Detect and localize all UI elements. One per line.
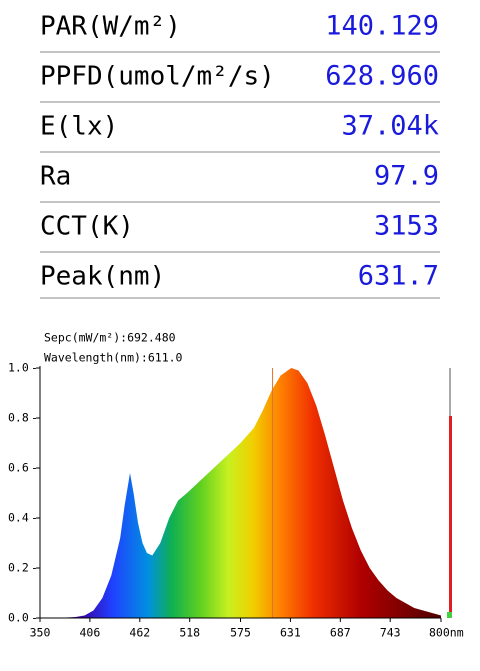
row-label: PAR(W/m²) (40, 12, 181, 42)
y-tick-dash: - (31, 611, 38, 625)
annotation: Sepc(mW/m²):692.480 (44, 331, 176, 345)
x-tick-label: 406 (80, 626, 101, 640)
row-label: E(lx) (40, 112, 118, 142)
level-bar (449, 416, 452, 612)
row-value: 97.9 (374, 161, 439, 192)
row-label: PPFD(umol/m²/s) (40, 62, 275, 92)
x-tick-label: 462 (129, 626, 150, 640)
y-tick-label: 0.8 (8, 411, 29, 425)
row-label: CCT(K) (40, 212, 134, 242)
spectrum-chart: 0.0 -0.2 -0.4 -0.6 -0.8 -1.0 -350 406 462 518 575 6… (8, 331, 464, 640)
row-label: Peak(nm) (40, 262, 165, 292)
y-tick-label: 0.0 (8, 611, 29, 625)
x-tick-label: 518 (179, 626, 200, 640)
y-tick-dash: - (31, 361, 38, 375)
x-tick-label: 350 (30, 626, 51, 640)
measurement-table: PAR(W/m²) 140.129 PPFD(umol/m²/s) 628.960 E(… (40, 11, 440, 299)
row-value: 140.129 (325, 11, 439, 42)
row-label: Ra (40, 162, 71, 192)
y-tick-dash: - (31, 411, 38, 425)
y-tick-label: 0.4 (8, 511, 29, 525)
spectrum-area (40, 368, 441, 618)
row-value: 3153 (374, 211, 439, 242)
level-track (449, 368, 451, 416)
level-base (447, 612, 452, 618)
annotation: Wavelength(nm):611.0 (44, 351, 183, 365)
y-tick-label: 1.0 (8, 361, 29, 375)
y-tick-label: 0.2 (8, 561, 29, 575)
y-tick-dash: - (31, 461, 38, 475)
row-value: 631.7 (358, 261, 439, 292)
y-tick-dash: - (31, 511, 38, 525)
x-tick-label: 800nm (429, 626, 464, 640)
y-tick-label: 0.6 (8, 461, 29, 475)
x-tick-label: 631 (280, 626, 301, 640)
row-value: 37.04k (341, 111, 439, 142)
x-tick-label: 743 (380, 626, 401, 640)
row-value: 628.960 (325, 61, 439, 92)
x-tick-label: 575 (230, 626, 251, 640)
x-tick-label: 687 (330, 626, 351, 640)
y-tick-dash: - (31, 561, 38, 575)
